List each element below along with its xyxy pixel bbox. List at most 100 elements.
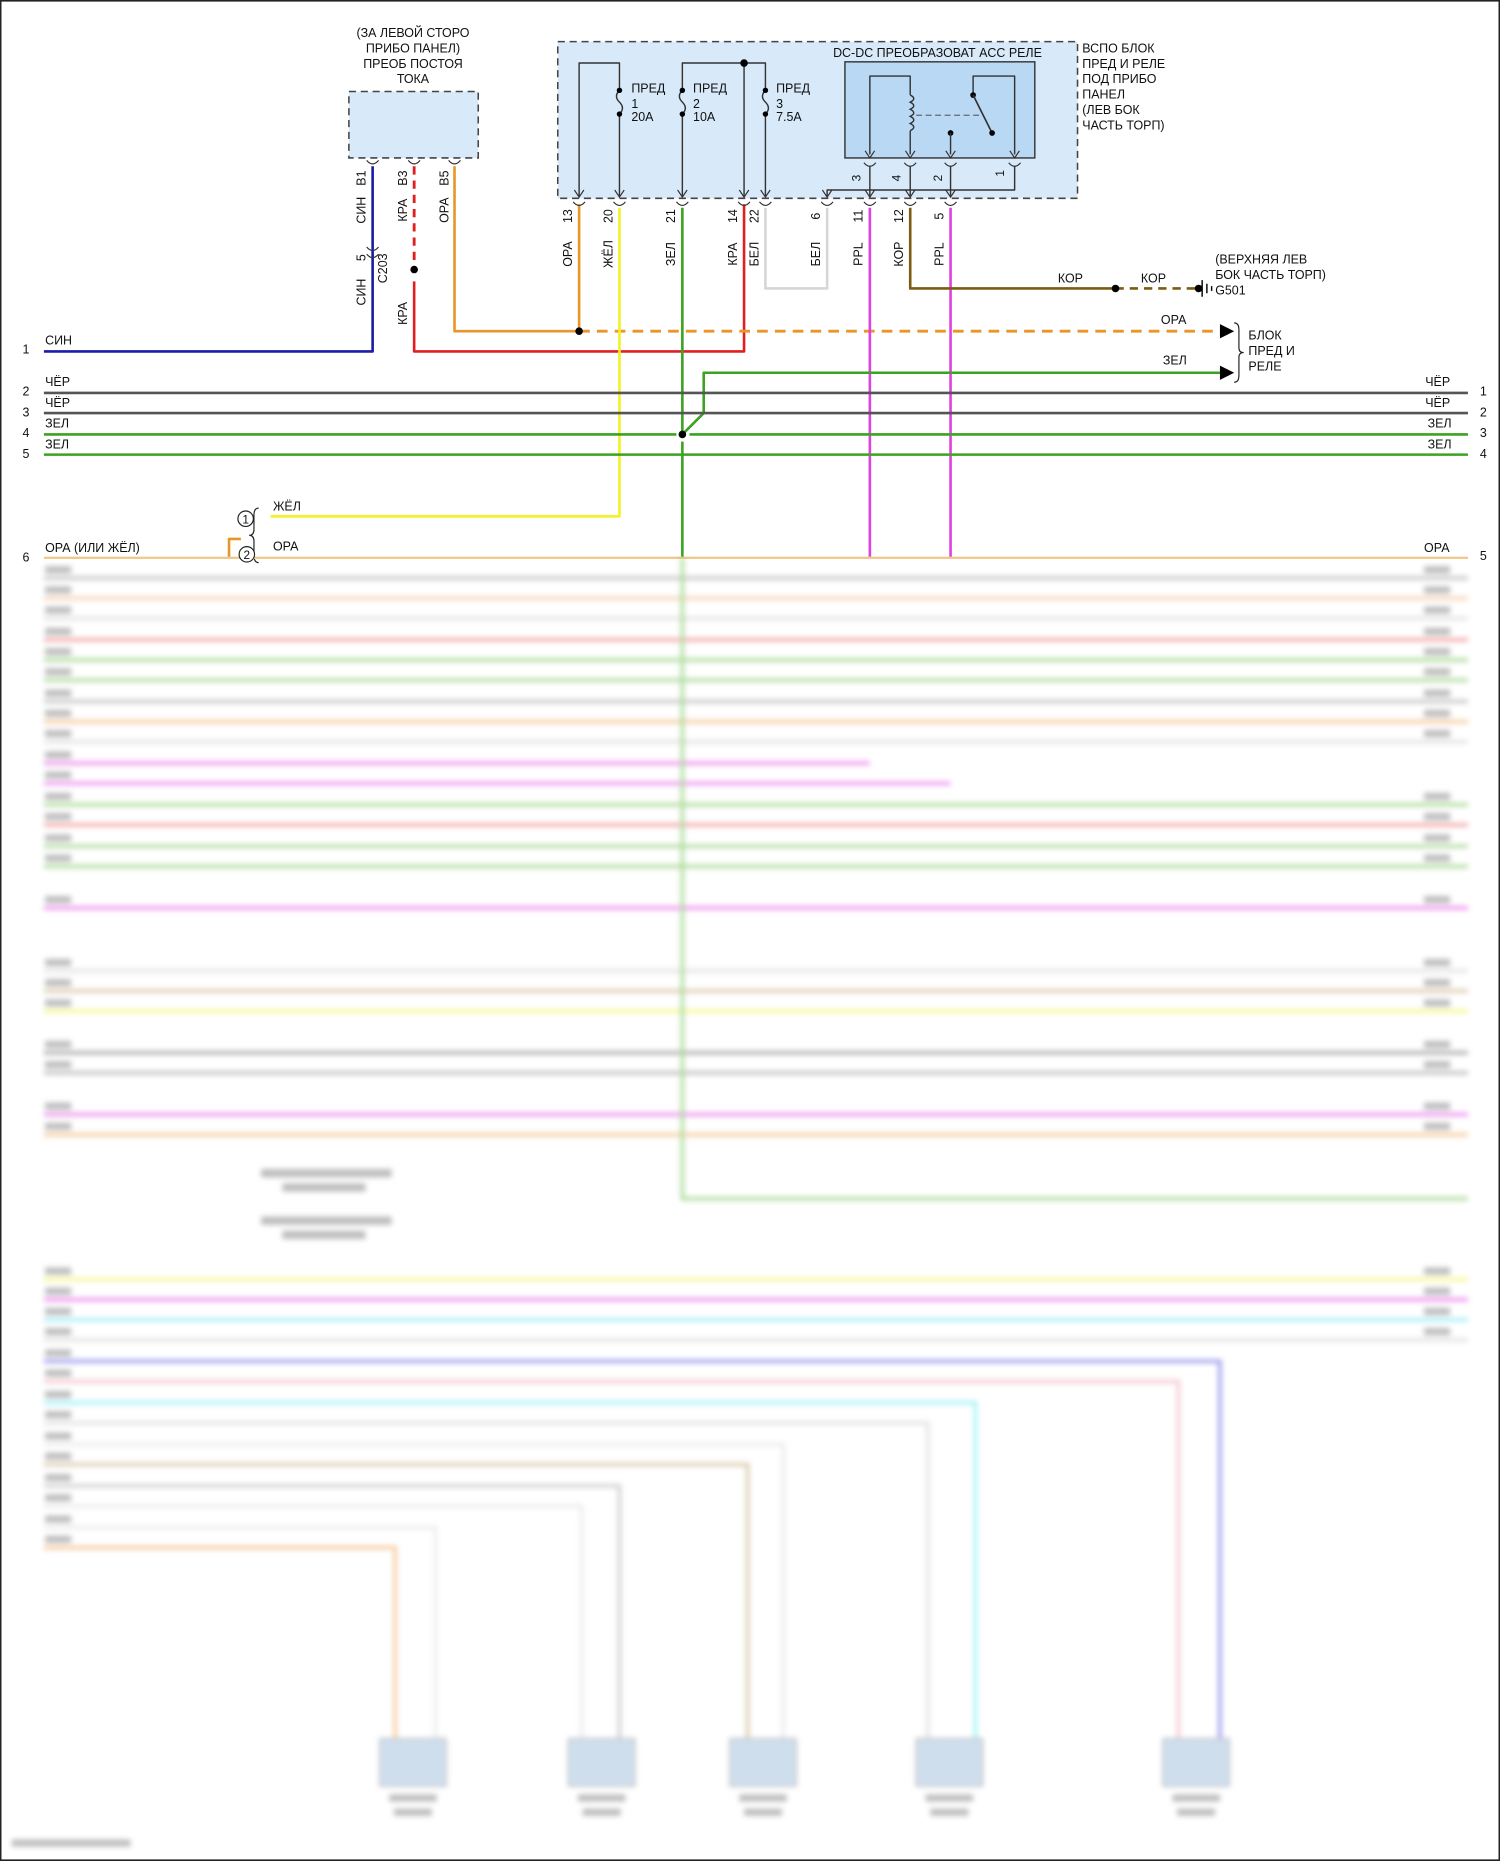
wire-color-b3: КРА	[396, 198, 410, 222]
wire-yellow-20	[270, 207, 621, 518]
blurred-label	[45, 1494, 72, 1502]
relay-pin-4: 4	[890, 174, 904, 181]
right-wire-color-3: ЗЕЛ	[1428, 416, 1452, 430]
option-2-color: ОРА	[273, 540, 299, 554]
block-location-1: ВСПО БЛОК	[1082, 41, 1155, 55]
block-location-6: ЧАСТЬ ТОРП)	[1082, 118, 1164, 132]
blurred-label	[1424, 792, 1451, 800]
blurred-label	[45, 709, 72, 717]
blurred-label	[1424, 999, 1451, 1007]
blurred-label	[45, 896, 72, 904]
connector-pin-icon	[903, 201, 917, 207]
blurred-component	[567, 1738, 636, 1787]
connector-pin-icon	[448, 159, 461, 165]
blurred-label	[45, 1061, 72, 1069]
connector-pin-icon	[759, 201, 772, 207]
fuse-block-pin-number: 13	[561, 209, 575, 223]
fuse-block-pin-wire-color: КРА	[726, 242, 740, 266]
fuse-3-rating: 7.5A	[776, 110, 802, 124]
blurred-label	[1424, 586, 1451, 594]
blurred-label	[45, 689, 72, 697]
left-wire-color-1: СИН	[45, 333, 72, 347]
relay-coil-icon	[908, 94, 915, 132]
fuse-block-pin-wire-color: БЕЛ	[747, 242, 761, 267]
left-wire-num-4: 4	[23, 426, 30, 440]
ground-name: G501	[1215, 283, 1246, 297]
blurred-label	[1424, 709, 1451, 717]
blurred-label	[1177, 1808, 1216, 1816]
wire-color-b1: СИН	[355, 197, 369, 224]
connector-pin-icon	[863, 201, 877, 207]
blurred-label	[45, 648, 72, 656]
relay-pin-1: 1	[993, 170, 1007, 177]
relay-switch-lead	[972, 75, 1016, 155]
right-wire-num-4: 4	[1480, 447, 1487, 461]
blurred-wire	[43, 1484, 622, 1745]
blurred-label	[45, 1122, 72, 1130]
converter-location-2: ПРИБО ПАНЕЛ)	[366, 41, 460, 55]
blurred-wire	[43, 1359, 1222, 1745]
blurred-note	[282, 1230, 366, 1240]
blurred-label	[1424, 668, 1451, 676]
fuse-block-pin-wire-color: ЗЕЛ	[664, 242, 678, 266]
blurred-label	[1424, 834, 1451, 842]
wire-color-red-splice: КРА	[396, 301, 410, 325]
blurred-label	[1424, 854, 1451, 862]
blurred-label	[744, 1808, 783, 1816]
pin-arrow-icon	[614, 189, 625, 199]
blurred-label	[1424, 958, 1451, 967]
fuse-block-pin-number: 22	[747, 209, 761, 223]
option-marker-2-circle	[238, 546, 256, 563]
pin-arrow-icon	[677, 189, 688, 199]
wire-white-22-6	[764, 207, 829, 290]
fuse-block[interactable]: DC-DC ПРЕОБРАЗОВАТ ACC РЕЛЕ ВСПО БЛОК ПР…	[556, 40, 1165, 200]
block-location-3: ПОД ПРИБО	[1082, 72, 1156, 86]
option-marker-1-circle	[237, 510, 254, 528]
fuse-block-pin-wire-color: PPL	[852, 242, 866, 266]
blurred-label	[45, 1535, 72, 1543]
wire-orange-option	[227, 537, 241, 558]
fuse-block-pin-wire-color: ОРА	[561, 241, 575, 267]
left-wire-color-2: ЧЁР	[45, 375, 70, 389]
splice-dot	[575, 327, 583, 336]
fuse-block-pin-number: 12	[892, 209, 906, 223]
dcdc-converter[interactable]: (ЗА ЛЕВОЙ СТОРО ПРИБО ПАНЕЛ) ПРЕОБ ПОСТО…	[348, 25, 480, 159]
connector-pin-icon	[944, 201, 957, 207]
option-marker-1: 1	[242, 512, 249, 526]
ground-location-2: БОК ЧАСТЬ ТОРП)	[1215, 268, 1326, 282]
blurred-wire	[43, 1421, 930, 1745]
blurred-wire	[680, 557, 1468, 1201]
wire-color-b5: ОРА	[438, 197, 452, 223]
blurred-label	[45, 668, 72, 676]
left-wire-num-3: 3	[23, 406, 30, 420]
splice-dot	[410, 265, 418, 274]
left-wire-color-4: ЗЕЛ	[45, 416, 69, 430]
block-location-5: (ЛЕВ БОК	[1082, 103, 1140, 117]
blurred-label	[1424, 627, 1451, 636]
wire-orange-b5	[453, 166, 580, 333]
connector-pin-icon	[820, 201, 834, 207]
blurred-label	[45, 1411, 72, 1419]
connector-pin-icon	[675, 201, 689, 207]
fuse-block-pin-wire-color: ЖЁЛ	[601, 240, 615, 268]
relay-1-to-6	[826, 166, 1016, 196]
relay-box	[844, 61, 1036, 159]
block-location-4: ПАНЕЛ	[1082, 88, 1125, 102]
right-wire-num-1: 1	[1480, 384, 1487, 398]
pin-arrow-icon	[738, 189, 750, 199]
connector-pin-icon	[366, 159, 380, 165]
pin-arrow-icon	[904, 150, 916, 160]
blurred-label	[1424, 1328, 1451, 1336]
connector-pin-icon	[407, 159, 421, 165]
fuse-1-rating: 20A	[631, 110, 654, 124]
blurred-lower-section	[11, 557, 1468, 1847]
blurred-label	[1424, 729, 1451, 738]
connector-pin-icon	[572, 201, 586, 207]
converter-location-4: ТОКА	[397, 72, 430, 86]
blurred-footer	[11, 1839, 131, 1847]
converter-location-1: (ЗА ЛЕВОЙ СТОРО	[357, 25, 470, 40]
fuse-block-pin-number: 5	[932, 213, 946, 220]
left-wire-num-1: 1	[23, 343, 30, 357]
arrow-icon	[1219, 365, 1235, 380]
